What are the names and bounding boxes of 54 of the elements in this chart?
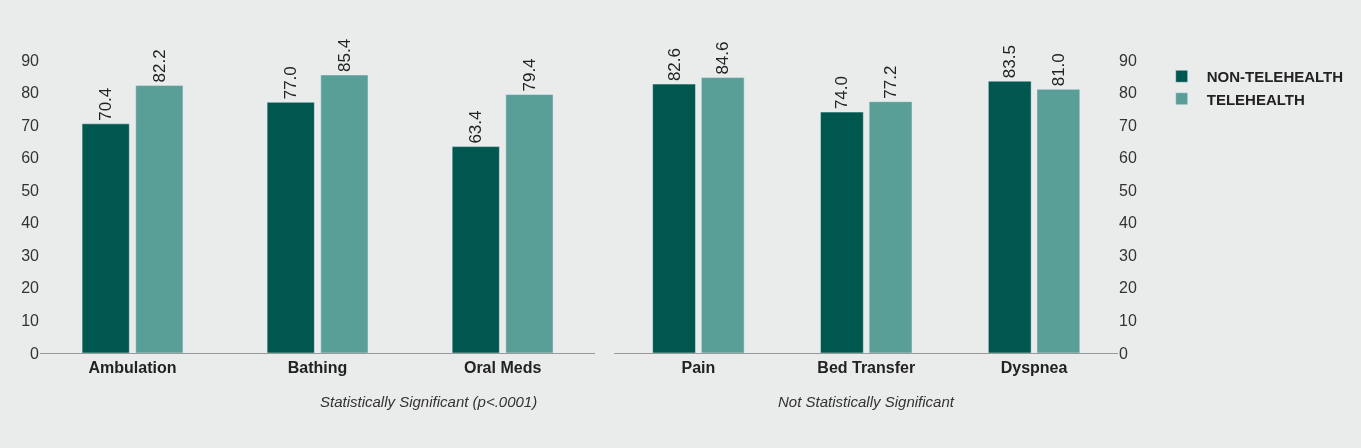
bar <box>652 83 696 353</box>
y-tick-label: 20 <box>21 279 40 297</box>
bar <box>1036 89 1081 353</box>
y-tick-label: 80 <box>1118 84 1137 102</box>
data-label: 82.6 <box>664 48 684 82</box>
bar <box>701 77 745 353</box>
bar <box>320 74 369 353</box>
data-label: 85.4 <box>334 38 354 72</box>
y-tick-label: 70 <box>21 116 40 134</box>
data-label: 84.6 <box>713 41 733 75</box>
x-tick-label: Ambulation <box>88 359 177 377</box>
x-tick-label: Pain <box>681 359 716 377</box>
data-label: 74.0 <box>832 76 852 110</box>
y-tick-label: 80 <box>21 84 40 102</box>
y-tick-label: 20 <box>1118 279 1137 297</box>
bar <box>868 101 913 353</box>
data-label: 77.0 <box>281 66 301 100</box>
y-tick-label: 10 <box>21 312 40 330</box>
x-tick-label: Bed Transfer <box>817 359 916 377</box>
x-tick-label: Dyspnea <box>1000 359 1068 377</box>
x-tick-label: Oral Meds <box>463 359 542 377</box>
bar <box>451 146 500 353</box>
data-label: 63.4 <box>466 110 486 144</box>
y-tick-label: 90 <box>21 51 40 69</box>
y-tick-label: 30 <box>21 246 40 264</box>
text: Statistically Significant (p<.0001) <box>320 393 538 410</box>
y-tick-label: 90 <box>1118 51 1137 69</box>
data-label: 82.2 <box>149 49 169 83</box>
y-tick-label: 70 <box>1118 116 1137 134</box>
y-tick-label: 0 <box>1118 344 1128 362</box>
y-tick-label: 40 <box>21 214 40 232</box>
data-label: 79.4 <box>519 58 539 92</box>
text: Not Statistically Significant <box>778 393 955 410</box>
bar <box>820 111 864 353</box>
y-tick-label: 50 <box>21 181 40 199</box>
bar <box>505 94 554 353</box>
data-label: 77.2 <box>881 65 901 99</box>
bar <box>266 102 315 353</box>
data-label: 81.0 <box>1048 53 1068 87</box>
y-tick-label: 30 <box>1118 246 1137 264</box>
legend-label: NON-TELEHEALTH <box>1206 68 1344 86</box>
y-tick-label: 10 <box>1118 312 1137 330</box>
bar <box>81 123 130 353</box>
data-label: 83.5 <box>1000 45 1020 79</box>
bar <box>988 80 1032 353</box>
y-tick-label: 60 <box>1118 149 1137 167</box>
y-tick-label: 40 <box>1118 214 1137 232</box>
bar <box>135 85 184 353</box>
y-tick-label: 50 <box>1118 181 1137 199</box>
legend-label: TELEHEALTH <box>1206 90 1305 108</box>
y-tick-label: 60 <box>21 149 40 167</box>
y-tick-label: 0 <box>30 344 40 362</box>
x-tick-label: Bathing <box>287 359 348 377</box>
data-label: 70.4 <box>96 87 116 121</box>
